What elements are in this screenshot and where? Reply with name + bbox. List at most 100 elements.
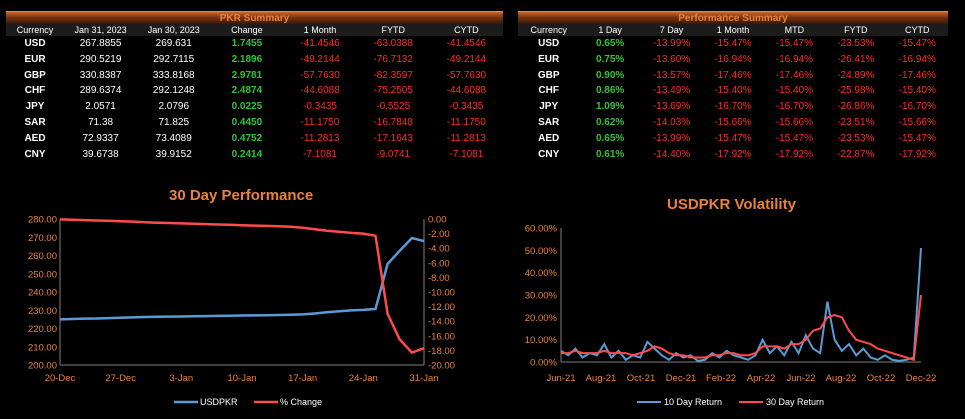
value-cell: -17.92% [775, 148, 814, 160]
x-axis-tick-label: 27-Dec [105, 373, 136, 384]
value-cell: -23.53% [837, 38, 875, 49]
value-cell: -16.70% [775, 101, 814, 113]
y-axis-tick-label: 60.00% [525, 224, 558, 235]
currency-cell: AED [538, 132, 560, 144]
table-row: CHF 289.6374 292.1248 2.4874 -44.6088 -75.250… [6, 83, 503, 99]
table-row: GBP 330.8387 333.8168 2.9781 -57.7630 -82.359… [6, 68, 503, 84]
left-axis-tick-label: 280.00 [28, 215, 57, 226]
x-axis-tick-label: Apr-22 [747, 373, 776, 384]
currency-cell: EUR [24, 53, 46, 65]
y-axis-tick-label: 20.00% [525, 313, 558, 324]
value-cell: 0.65% [595, 132, 625, 144]
value-cell: 73.4089 [155, 132, 192, 144]
column-header: CYTD [454, 25, 479, 35]
column-header: MTD [784, 25, 805, 35]
value-cell: -15.40% [714, 85, 752, 97]
value-cell: -0.5525 [376, 101, 411, 113]
value-cell: 0.4450 [231, 116, 263, 128]
value-cell: 2.9781 [231, 69, 263, 81]
value-cell: 39.9152 [155, 148, 192, 160]
value-cell: -16.70% [898, 101, 936, 113]
column-header: Jan 30, 2023 [147, 25, 200, 35]
right-axis-tick-label: 0.00 [428, 215, 447, 226]
usdpkr-volatility-plot: 60.00% 50.00% 40.00% 30.00% 20.00% 10.00% 0.00… [525, 224, 937, 408]
value-cell: -82.3597 [373, 69, 413, 81]
value-cell: -14.03% [652, 116, 691, 128]
value-cell: -0.3435 [303, 101, 337, 113]
table-row: AED 72.9337 73.4089 0.4752 -11.2813 -17.1643 -… [6, 131, 503, 147]
x-axis-tick-label: 31-Jan [409, 373, 438, 384]
value-cell: -13.99% [652, 132, 691, 144]
usdpkr-volatility-chart: USDPKR Volatility 60.00% 50.00% 40.00% 30.0… [509, 188, 964, 419]
value-cell: 0.62% [595, 116, 625, 128]
table-row: CHF 0.86% -13.49% -15.40% -15.40% -25.98% -15.… [518, 83, 948, 99]
left-axis-tick-label: 260.00 [28, 251, 57, 262]
value-cell: 71.38 [88, 116, 114, 128]
table-row: USD 0.65% -13.99% -15.47% -15.47% -23.53% -15.… [518, 36, 948, 52]
column-header: 1 Month [716, 25, 750, 35]
right-axis-tick-label: -2.00 [428, 229, 450, 240]
x-axis-tick-label: 3-Jan [169, 373, 193, 384]
right-axis-tick-label: -8.00 [428, 273, 450, 284]
x-axis-tick-label: Dec-21 [666, 373, 697, 384]
column-header: Change [231, 25, 263, 35]
value-cell: 267.8855 [79, 38, 122, 49]
x-axis-tick-label: Jun-22 [786, 373, 815, 384]
value-cell: -49.2144 [446, 53, 487, 65]
column-header: 1 Month [303, 25, 337, 35]
value-cell: 292.1248 [152, 85, 195, 97]
left-axis-tick-label: 230.00 [28, 306, 57, 317]
value-cell: -13.49% [652, 85, 691, 97]
x-axis-tick-label: Aug-21 [586, 373, 617, 384]
value-cell: -17.1643 [373, 132, 413, 144]
value-cell: 269.631 [155, 38, 192, 49]
value-cell: -11.2813 [447, 132, 486, 144]
value-cell: 0.4752 [231, 132, 263, 144]
value-cell: -13.60% [652, 53, 691, 65]
value-cell: -15.66% [714, 116, 752, 128]
left-axis-tick-label: 200.00 [28, 361, 57, 372]
column-header: Currency [16, 25, 54, 35]
pkr-summary-title: PKR Summary [6, 11, 503, 24]
value-cell: -22.87% [837, 148, 875, 160]
currency-cell: GBP [24, 69, 46, 81]
value-cell: -15.47% [775, 132, 814, 144]
value-cell: -16.94% [775, 53, 814, 65]
right-axis-tick-label: -6.00 [428, 258, 450, 269]
currency-cell: USD [24, 38, 46, 49]
currency-cell: SAR [538, 116, 560, 128]
value-cell: -15.47% [714, 38, 752, 49]
value-cell: 1.09% [595, 101, 625, 113]
value-cell: -15.47% [775, 38, 814, 49]
value-cell: -24.89% [837, 69, 875, 81]
value-cell: 72.9337 [82, 132, 119, 144]
table-row: SAR 0.62% -14.03% -15.66% -15.66% -23.51% -15.… [518, 115, 948, 131]
x-axis-tick-label: 20-Dec [45, 373, 76, 384]
value-cell: 0.75% [595, 53, 625, 65]
value-cell: -7.1081 [449, 148, 484, 160]
series-line-pct-change [59, 218, 425, 355]
left-axis-tick-label: 270.00 [28, 233, 57, 244]
x-axis-tick-label: Feb-22 [706, 373, 736, 384]
value-cell: -15.40% [898, 85, 936, 97]
value-cell: -44.6088 [446, 85, 487, 97]
right-axis-tick-label: -20.00 [428, 361, 455, 372]
left-axis-tick-label: 210.00 [28, 342, 57, 353]
value-cell: -16.94% [714, 53, 752, 65]
currency-cell: JPY [25, 101, 45, 113]
table-row: JPY 1.09% -13.69% -16.70% -16.70% -26.86% -16.… [518, 99, 948, 115]
value-cell: -23.51% [837, 116, 875, 128]
value-cell: -11.1750 [447, 116, 486, 128]
right-axis-tick-label: -12.00 [428, 302, 455, 313]
value-cell: -15.66% [898, 116, 936, 128]
y-axis-tick-label: 40.00% [525, 268, 558, 279]
value-cell: -41.4546 [300, 38, 340, 49]
currency-cell: GBP [537, 69, 560, 81]
30-day-performance-chart: 30 Day Performance 280.00 270.00 260.00 250… [6, 178, 494, 419]
right-axis-tick-label: -16.00 [428, 331, 455, 342]
performance-summary-panel: Performance Summary Currency 1 Day 7 Day 1 … [518, 11, 948, 162]
value-cell: -63.0388 [373, 38, 413, 49]
value-cell: -76.7132 [373, 53, 413, 65]
series-line-usdpkr [59, 236, 425, 321]
column-header: 7 Day [659, 25, 684, 35]
